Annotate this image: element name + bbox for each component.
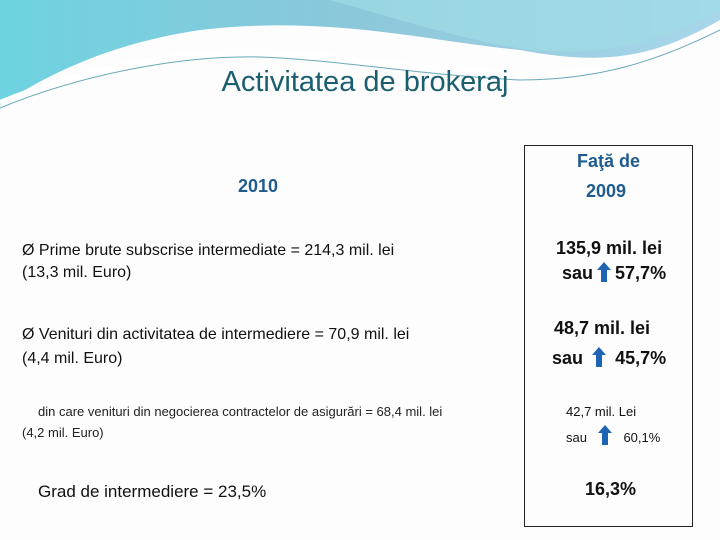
row-grad-intermediere: Grad de intermediere = 23,5% [38, 482, 267, 501]
row-prime-brute-euro: (13,3 mil. Euro) [22, 264, 132, 281]
pct-value: 60,1% [623, 430, 661, 445]
bullet-icon: Ø [22, 242, 35, 259]
row-text: Prime brute subscrise intermediate = 214… [38, 242, 395, 259]
pct-value: 57,7% [615, 263, 667, 283]
cmp-value-prime: 135,9 mil. lei [556, 238, 663, 258]
year-header: 2010 [238, 176, 279, 196]
row-prime-brute: Ø Prime brute subscrise intermediate = 2… [22, 242, 394, 260]
sau-label: sau [552, 348, 584, 368]
row-venituri-euro: (4,4 mil. Euro) [22, 350, 123, 367]
compare-header-line1: Faţă de [577, 151, 641, 171]
cmp-pct-row-negociere: sau 60,1% [566, 425, 660, 445]
header-wave-decoration [0, 0, 720, 109]
cmp-value-venituri: 48,7 mil. lei [554, 318, 651, 338]
cmp-value-negociere: 42,7 mil. Lei [566, 404, 637, 419]
bullet-icon: Ø [22, 326, 35, 343]
arrow-up-icon [597, 262, 612, 282]
arrow-up-icon [598, 425, 613, 445]
cmp-value-grad: 16,3% [585, 479, 637, 499]
row-negociere: din care venituri din negocierea contrac… [38, 404, 443, 419]
sau-label: sau [562, 263, 594, 283]
pct-value: 45,7% [615, 348, 667, 368]
cmp-pct-row-prime: sau 57,7% [562, 262, 666, 284]
row-negociere-euro: (4,2 mil. Euro) [22, 425, 104, 440]
sau-label: sau [566, 430, 587, 445]
cmp-pct-row-venituri: sau 45,7% [552, 347, 666, 369]
row-venituri: Ø Venituri din activitatea de intermedie… [22, 326, 409, 344]
row-text: Venituri din activitatea de intermediere… [38, 326, 410, 343]
comparison-box [524, 145, 693, 527]
slide-title: Activitatea de brokeraj [221, 66, 509, 98]
arrow-up-icon [592, 347, 607, 367]
compare-header-line2: 2009 [586, 181, 627, 201]
